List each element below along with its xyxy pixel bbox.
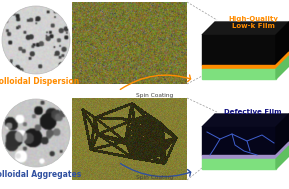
Polygon shape	[276, 114, 289, 155]
Text: Colloidal Dispersion: Colloidal Dispersion	[0, 77, 79, 86]
Polygon shape	[202, 127, 276, 155]
Text: Spin Coating: Spin Coating	[136, 92, 174, 98]
Polygon shape	[202, 22, 289, 35]
Polygon shape	[276, 142, 289, 159]
Polygon shape	[202, 65, 276, 69]
Polygon shape	[276, 56, 289, 79]
Polygon shape	[202, 155, 276, 159]
Polygon shape	[202, 114, 289, 127]
Polygon shape	[276, 22, 289, 65]
Polygon shape	[276, 146, 289, 169]
Polygon shape	[276, 52, 289, 69]
Text: Colloidal Aggregates: Colloidal Aggregates	[0, 170, 81, 179]
Text: Defective Film: Defective Film	[224, 109, 282, 115]
Text: High-Quality
Low-k Film: High-Quality Low-k Film	[228, 16, 278, 29]
Text: Spin Coating: Spin Coating	[136, 174, 174, 180]
Polygon shape	[202, 35, 276, 65]
Polygon shape	[202, 159, 276, 169]
Polygon shape	[202, 69, 276, 79]
